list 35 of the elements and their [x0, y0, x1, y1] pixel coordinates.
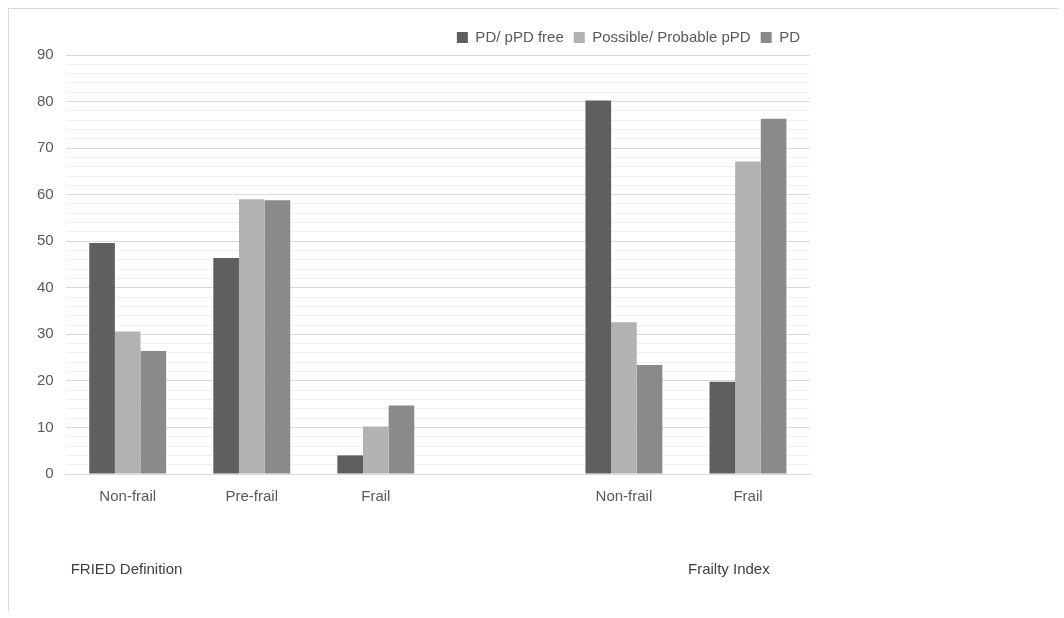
bar [140, 351, 167, 474]
bar [636, 365, 663, 474]
y-tick-label: 90 [37, 45, 54, 63]
legend-label: PD/ pPD free [475, 27, 564, 45]
bar [238, 199, 265, 474]
x-tick-label: Frail [361, 487, 391, 505]
y-tick-label: 0 [45, 464, 54, 482]
bar [114, 331, 141, 474]
bar [388, 405, 415, 474]
x-tick-label: Pre-frail [225, 487, 279, 505]
x-tick-label: Non-frail [99, 487, 157, 505]
y-tick-label: 20 [37, 371, 54, 389]
bar [89, 243, 115, 474]
legend-label: PD [779, 27, 801, 45]
bar [264, 200, 291, 474]
bar [735, 161, 761, 474]
y-tick-label: 30 [37, 324, 54, 342]
y-tick-label: 60 [37, 184, 54, 202]
legend-label: Possible/ Probable pPD [592, 27, 751, 45]
y-tick-label: 80 [37, 91, 54, 109]
x-tick-label: Non-frail [595, 487, 653, 505]
bar [363, 426, 389, 474]
bar [213, 257, 239, 474]
bar [611, 322, 637, 474]
bar [585, 100, 612, 474]
bar [760, 118, 787, 474]
bar [709, 381, 736, 474]
y-tick-label: 70 [37, 138, 54, 156]
y-tick-label: 10 [37, 417, 54, 435]
text: Frailty Index [687, 560, 770, 577]
y-tick-label: 50 [37, 231, 54, 249]
text: FRIED Definition [70, 560, 183, 577]
x-tick-label: Frail [733, 487, 763, 505]
bar [337, 455, 363, 474]
y-tick-label: 40 [37, 277, 54, 295]
